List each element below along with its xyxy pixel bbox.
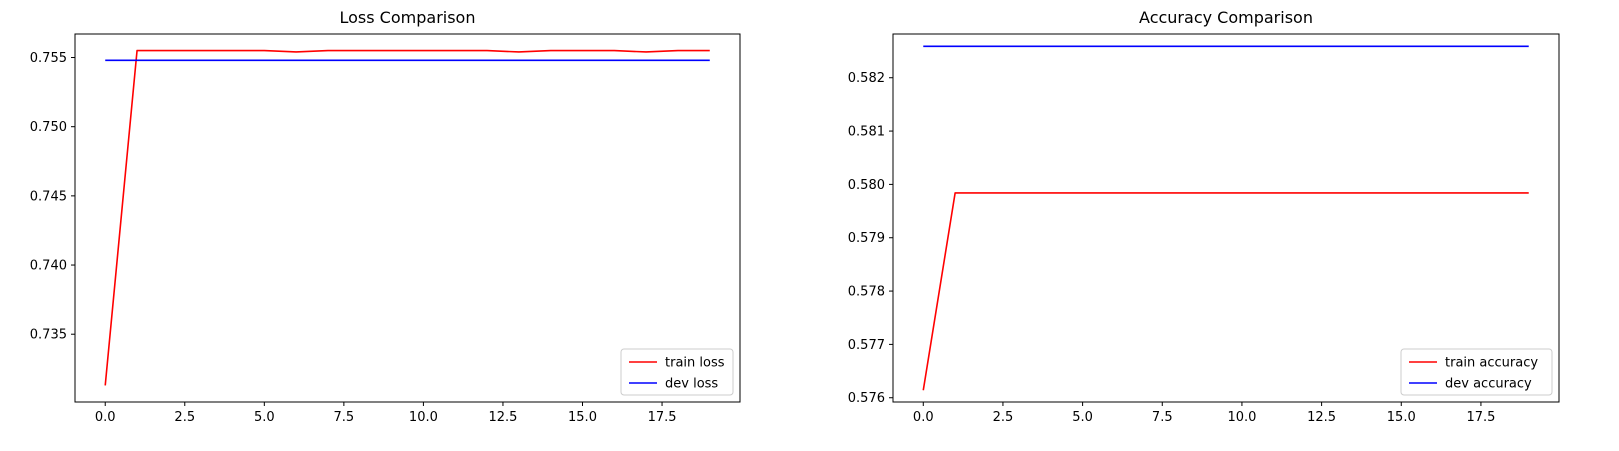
x-tick-label: 0.0 <box>95 410 116 425</box>
y-tick-label: 0.578 <box>848 285 885 300</box>
x-tick-label: 0.0 <box>913 410 934 425</box>
accuracy-legend: train accuracy dev accuracy <box>1400 348 1553 396</box>
train-accuracy-line <box>922 192 1529 391</box>
y-tick-label: 0.576 <box>848 391 885 406</box>
y-tick-label: 0.582 <box>848 71 885 86</box>
y-tick-label: 0.580 <box>848 178 885 193</box>
x-tick-label: 12.5 <box>1307 410 1336 425</box>
x-tick-label: 7.5 <box>1152 410 1173 425</box>
accuracy-chart: Accuracy Comparison 0.0 2.5 5.0 7.5 10.0 12.5 1… <box>848 8 1560 425</box>
legend-label: dev loss <box>665 377 718 392</box>
loss-axes-frame <box>74 33 741 403</box>
accuracy-chart-title: Accuracy Comparison <box>1139 8 1313 27</box>
y-tick-label: 0.577 <box>848 338 885 353</box>
y-tick-label: 0.581 <box>848 125 885 140</box>
accuracy-axes-frame <box>892 33 1560 403</box>
x-tick-label: 5.0 <box>254 410 275 425</box>
x-tick-label: 5.0 <box>1072 410 1093 425</box>
y-tick-label: 0.755 <box>30 51 67 66</box>
legend-box <box>1400 348 1553 396</box>
x-tick-label: 17.5 <box>1466 410 1495 425</box>
y-tick-label: 0.579 <box>848 231 885 246</box>
legend-label: dev accuracy <box>1445 377 1532 392</box>
x-tick-label: 7.5 <box>334 410 355 425</box>
y-tick-label: 0.740 <box>30 259 67 274</box>
y-tick-label: 0.735 <box>30 328 67 343</box>
loss-chart: Loss Comparison 0.0 2.5 5.0 7.5 10.0 12.5 15.0 1… <box>30 8 741 425</box>
train-loss-line <box>104 49 710 386</box>
x-tick-label: 17.5 <box>648 410 677 425</box>
x-tick-label: 12.5 <box>488 410 517 425</box>
x-tick-label: 10.0 <box>1227 410 1256 425</box>
legend-label: train loss <box>665 356 725 371</box>
legend-label: train accuracy <box>1445 356 1538 371</box>
x-tick-label: 2.5 <box>993 410 1014 425</box>
loss-legend: train loss dev loss <box>620 348 734 396</box>
x-tick-label: 2.5 <box>174 410 195 425</box>
x-tick-label: 15.0 <box>1387 410 1416 425</box>
x-tick-label: 15.0 <box>568 410 597 425</box>
loss-chart-title: Loss Comparison <box>340 8 476 27</box>
x-tick-label: 10.0 <box>409 410 438 425</box>
y-tick-label: 0.750 <box>30 120 67 135</box>
y-tick-label: 0.745 <box>30 189 67 204</box>
